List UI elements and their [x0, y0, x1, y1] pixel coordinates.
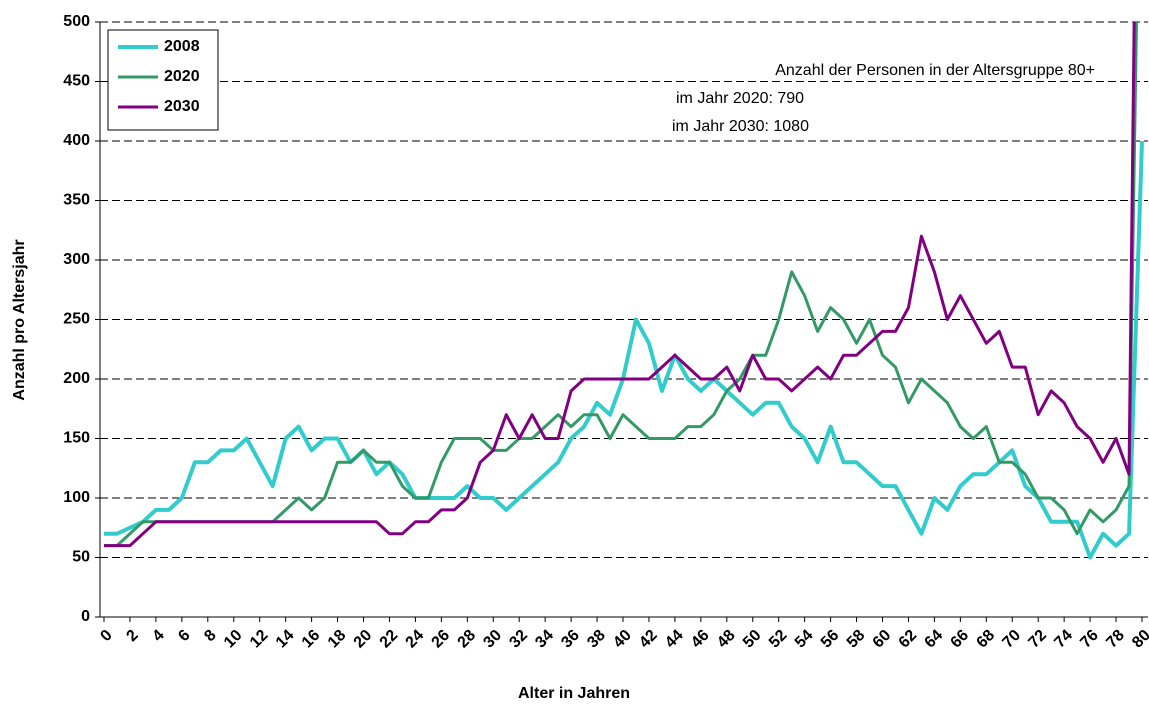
y-tick-label: 50 — [72, 549, 90, 566]
x-tick-label: 48 — [714, 627, 739, 652]
x-tick-label: 8 — [201, 627, 219, 645]
x-tick-label: 38 — [584, 627, 609, 652]
x-tick-label: 76 — [1077, 627, 1102, 652]
line-series — [104, 140, 1144, 560]
x-tick-label: 66 — [948, 627, 973, 652]
annotation: im Jahr 2020: 790 — [676, 90, 804, 107]
y-axis-title: Anzahl pro Altersjahr — [11, 239, 28, 400]
x-tick-label: 24 — [403, 627, 428, 652]
x-tick-label: 56 — [818, 627, 843, 652]
x-tick-label: 14 — [273, 627, 298, 652]
y-tick-label: 350 — [63, 192, 90, 209]
x-tick-label: 42 — [636, 627, 661, 652]
line-series — [104, 22, 1136, 548]
x-tick-label: 64 — [922, 627, 947, 652]
plot-area — [104, 22, 1144, 560]
x-tick-label: 50 — [740, 627, 765, 652]
x-tick-label: 54 — [792, 627, 817, 652]
x-tick-label: 52 — [766, 627, 791, 652]
x-tick-label: 0 — [97, 627, 115, 645]
x-tick-label: 4 — [149, 627, 167, 645]
x-tick-label: 10 — [221, 627, 246, 652]
legend-label: 2030 — [164, 98, 200, 115]
x-tick-label: 60 — [870, 627, 895, 652]
x-tick-label: 80 — [1129, 627, 1149, 652]
x-tick-label: 72 — [1025, 627, 1050, 652]
y-tick-label: 300 — [63, 251, 90, 268]
x-tick-label: 2 — [123, 627, 141, 645]
x-tick-label: 28 — [455, 627, 480, 652]
y-tick-label: 200 — [63, 370, 90, 387]
y-tick-label: 100 — [63, 489, 90, 506]
x-tick-label: 32 — [506, 627, 531, 652]
x-tick-label: 12 — [247, 627, 272, 652]
y-tick-label: 500 — [63, 13, 90, 30]
x-tick-label: 74 — [1051, 627, 1076, 652]
x-tick-label: 16 — [299, 627, 324, 652]
y-tick-label: 450 — [63, 73, 90, 90]
annotation: im Jahr 2030: 1080 — [672, 118, 809, 135]
legend-label: 2020 — [164, 68, 200, 85]
x-tick-label: 68 — [974, 627, 999, 652]
annotation: Anzahl der Personen in der Altersgruppe … — [775, 62, 1095, 79]
x-tick-label: 18 — [325, 627, 350, 652]
x-tick-label: 70 — [999, 627, 1024, 652]
x-tick-label: 78 — [1103, 627, 1128, 652]
y-tick-label: 400 — [63, 132, 90, 149]
legend-label: 2008 — [164, 38, 200, 55]
y-tick-label: 150 — [63, 430, 90, 447]
x-tick-label: 22 — [377, 627, 402, 652]
x-tick-label: 20 — [351, 627, 376, 652]
x-tick-label: 30 — [480, 627, 505, 652]
x-tick-label: 6 — [175, 627, 193, 645]
x-tick-label: 26 — [429, 627, 454, 652]
line-series — [104, 22, 1138, 548]
x-tick-label: 36 — [558, 627, 583, 652]
x-tick-label: 58 — [844, 627, 869, 652]
x-tick-label: 40 — [610, 627, 635, 652]
x-tick-label: 34 — [532, 627, 557, 652]
x-tick-label: 44 — [662, 627, 687, 652]
y-tick-label: 250 — [63, 311, 90, 328]
x-axis-title: Alter in Jahren — [518, 685, 630, 702]
x-tick-label: 62 — [896, 627, 921, 652]
x-tick-label: 46 — [688, 627, 713, 652]
y-tick-label: 0 — [81, 608, 90, 625]
